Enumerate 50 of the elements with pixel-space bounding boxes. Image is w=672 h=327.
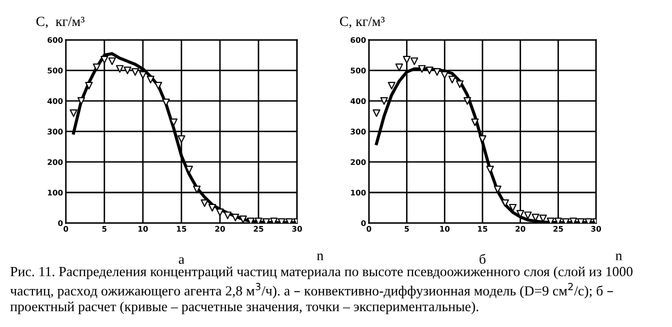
point: [100, 56, 108, 64]
point: [92, 64, 100, 72]
point: [200, 199, 208, 207]
point: [108, 57, 116, 66]
point: [433, 68, 441, 76]
point: [224, 212, 232, 220]
point: [232, 214, 240, 222]
point: [486, 166, 494, 174]
point: [193, 186, 201, 194]
point: [395, 64, 404, 72]
y-axis-title: C, кг/м³: [340, 16, 385, 28]
point: [440, 71, 448, 79]
point: [402, 56, 411, 64]
point: [139, 71, 147, 79]
point: [116, 65, 124, 73]
point: [216, 208, 224, 216]
point: [254, 218, 262, 224]
point: [456, 80, 464, 88]
point: [410, 57, 418, 66]
text: б: [480, 254, 486, 264]
y-axis-title: C, кг/м³: [36, 16, 84, 28]
point: [464, 97, 472, 105]
point: [124, 66, 132, 74]
point: [70, 109, 78, 117]
x-axis-title: n: [616, 254, 622, 260]
text: Рис. 11. Распределения концентраций частиц материала по высоте псевдоожиженного слоя (слой из 1000 частиц, расход ожижающего агента 2,8 м$^{3}$/ч). а – конвективно-диффузионная модель (D=9 см$^{2}$/с); б – проектный расчет (кривые – расчетные значения, точки – экспериментальные).: [10, 266, 633, 314]
point: [494, 186, 502, 194]
point: [239, 216, 247, 224]
text: а: [178, 257, 184, 264]
point: [546, 218, 554, 224]
point: [388, 82, 396, 90]
point: [554, 218, 562, 224]
point: [154, 82, 162, 90]
point: [418, 65, 426, 73]
point: [471, 118, 479, 126]
point: [178, 135, 186, 143]
point: [426, 66, 434, 74]
point: [380, 97, 388, 105]
point: [146, 76, 154, 84]
point: [85, 82, 93, 90]
point: [524, 212, 532, 220]
point: [270, 218, 278, 224]
point: [77, 97, 86, 105]
point: [246, 218, 255, 224]
point: [208, 204, 216, 212]
point: [508, 204, 517, 212]
x-axis-title: n: [316, 254, 324, 260]
point: [131, 68, 140, 76]
point: [372, 109, 380, 117]
point: [570, 218, 578, 224]
